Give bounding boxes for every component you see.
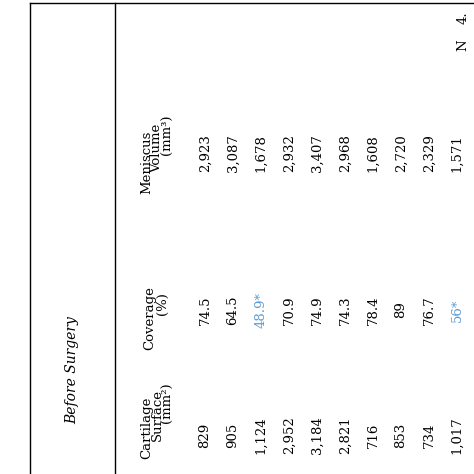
Text: Surface: Surface bbox=[151, 389, 164, 441]
Text: 78.4: 78.4 bbox=[366, 295, 380, 325]
Text: 2,968: 2,968 bbox=[338, 134, 352, 172]
Text: 734: 734 bbox=[422, 422, 436, 447]
Text: 2,923: 2,923 bbox=[199, 134, 211, 172]
Text: Volume: Volume bbox=[151, 123, 164, 173]
Text: (mm³): (mm³) bbox=[161, 115, 173, 155]
Text: Cartilage: Cartilage bbox=[140, 397, 154, 459]
Text: 1,571: 1,571 bbox=[450, 134, 464, 172]
Text: 2,821: 2,821 bbox=[338, 416, 352, 454]
Text: Meniscus: Meniscus bbox=[140, 130, 154, 194]
Text: Before Surgery: Before Surgery bbox=[65, 316, 79, 424]
Text: 2,952: 2,952 bbox=[283, 416, 295, 454]
Text: 1,608: 1,608 bbox=[366, 134, 380, 172]
Text: 2,932: 2,932 bbox=[283, 134, 295, 172]
Text: 4.: 4. bbox=[456, 12, 470, 24]
Text: 74.3: 74.3 bbox=[338, 295, 352, 325]
Text: 1,017: 1,017 bbox=[450, 416, 464, 454]
Text: 64.5: 64.5 bbox=[227, 295, 239, 325]
Text: 3,184: 3,184 bbox=[310, 416, 323, 454]
Text: 48.9*: 48.9* bbox=[255, 292, 267, 328]
Text: 1,124: 1,124 bbox=[255, 416, 267, 454]
Text: 2,329: 2,329 bbox=[422, 134, 436, 172]
Text: 2,720: 2,720 bbox=[394, 134, 408, 172]
Text: Coverage: Coverage bbox=[144, 286, 156, 350]
Text: N: N bbox=[456, 39, 470, 51]
Text: 905: 905 bbox=[227, 422, 239, 447]
Text: 853: 853 bbox=[394, 422, 408, 447]
Text: 3,407: 3,407 bbox=[310, 134, 323, 172]
Text: 56*: 56* bbox=[450, 298, 464, 322]
Text: 829: 829 bbox=[199, 422, 211, 447]
Text: (%): (%) bbox=[155, 292, 168, 315]
Text: 70.9: 70.9 bbox=[283, 295, 295, 325]
Text: 716: 716 bbox=[366, 422, 380, 447]
Text: 74.5: 74.5 bbox=[199, 295, 211, 325]
Text: 74.9: 74.9 bbox=[310, 295, 323, 325]
Text: 76.7: 76.7 bbox=[422, 295, 436, 325]
Text: 3,087: 3,087 bbox=[227, 134, 239, 172]
Text: 1,678: 1,678 bbox=[255, 134, 267, 172]
Text: 89: 89 bbox=[394, 301, 408, 319]
Text: (mm²): (mm²) bbox=[161, 383, 173, 423]
